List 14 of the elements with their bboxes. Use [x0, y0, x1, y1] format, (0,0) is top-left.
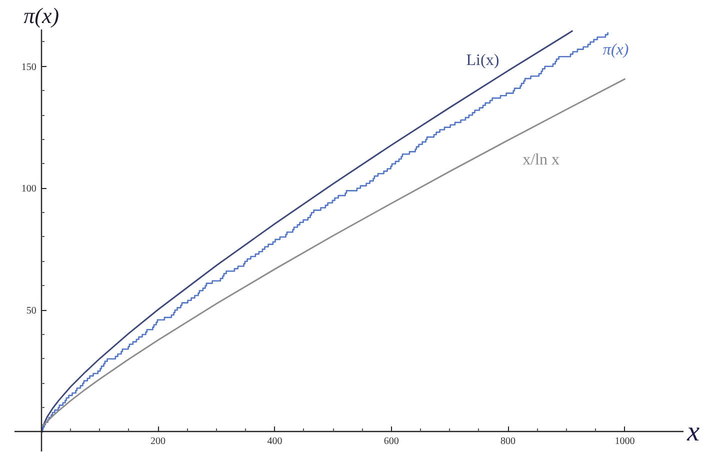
- y-axis-title: π(x): [24, 2, 60, 28]
- series-label: Li(x): [466, 52, 500, 70]
- series-label: x/ln x: [522, 152, 560, 169]
- x-tick-label: 400: [267, 436, 282, 447]
- x-axis-title: x: [686, 416, 700, 448]
- x-tick-label: 200: [150, 436, 166, 447]
- y-tick-label: 100: [21, 184, 36, 195]
- y-tick-label: 150: [21, 62, 36, 73]
- x-tick-label: 600: [384, 436, 399, 447]
- line-series: [42, 78, 626, 426]
- x-tick-label: 1000: [614, 436, 635, 447]
- series-label: π(x): [602, 42, 629, 59]
- y-tick-label: 50: [26, 306, 36, 317]
- x-tick-label: 800: [500, 436, 516, 447]
